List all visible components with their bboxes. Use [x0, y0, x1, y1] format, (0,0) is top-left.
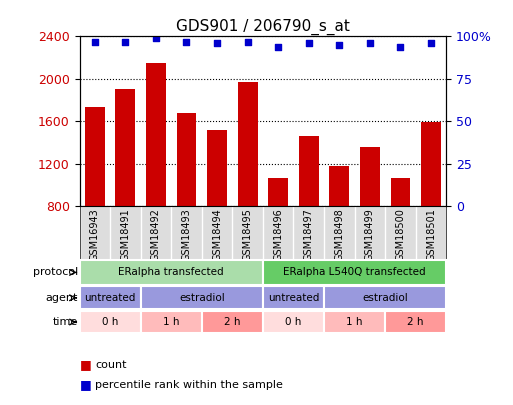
Bar — [324, 311, 385, 333]
Bar — [390, 178, 410, 206]
Bar — [141, 311, 202, 333]
Text: GSM18501: GSM18501 — [426, 209, 436, 261]
Bar — [263, 260, 446, 285]
Bar — [85, 107, 105, 206]
Text: GSM18498: GSM18498 — [334, 209, 344, 261]
Text: GSM18493: GSM18493 — [182, 209, 191, 261]
Bar — [385, 311, 446, 333]
Bar — [263, 311, 324, 333]
Text: estradiol: estradiol — [179, 293, 225, 303]
Point — [366, 40, 374, 47]
Text: GSM18500: GSM18500 — [396, 209, 405, 261]
Text: ■: ■ — [80, 358, 91, 371]
Bar — [268, 178, 288, 206]
Bar — [207, 130, 227, 206]
Text: GSM18495: GSM18495 — [243, 209, 252, 261]
Text: 1 h: 1 h — [346, 317, 363, 327]
Bar — [141, 286, 263, 309]
Bar — [176, 113, 196, 206]
Point — [244, 38, 252, 45]
Bar — [263, 286, 324, 309]
Text: GSM16943: GSM16943 — [90, 209, 100, 261]
Bar — [238, 82, 258, 206]
Bar — [80, 286, 141, 309]
Point — [213, 40, 221, 47]
Point — [152, 35, 160, 41]
Text: estradiol: estradiol — [362, 293, 408, 303]
Text: GSM18497: GSM18497 — [304, 209, 314, 261]
Text: GSM18491: GSM18491 — [121, 209, 130, 261]
Text: 0 h: 0 h — [285, 317, 302, 327]
Text: 2 h: 2 h — [407, 317, 424, 327]
Text: untreated: untreated — [268, 293, 319, 303]
Point — [305, 40, 313, 47]
Bar — [202, 311, 263, 333]
Text: ■: ■ — [80, 378, 91, 391]
Text: agent: agent — [46, 293, 78, 303]
Text: GSM18492: GSM18492 — [151, 209, 161, 261]
Text: untreated: untreated — [85, 293, 136, 303]
Point — [427, 40, 435, 47]
Text: 0 h: 0 h — [102, 317, 119, 327]
Text: ERalpha L540Q transfected: ERalpha L540Q transfected — [283, 267, 426, 277]
Text: count: count — [95, 360, 126, 369]
Point — [121, 38, 129, 45]
Point — [91, 38, 99, 45]
Text: GSM18499: GSM18499 — [365, 209, 375, 261]
Text: 1 h: 1 h — [163, 317, 180, 327]
Bar — [421, 122, 441, 206]
Bar — [146, 63, 166, 206]
Text: percentile rank within the sample: percentile rank within the sample — [95, 380, 283, 390]
Text: time: time — [53, 317, 78, 327]
Point — [183, 38, 191, 45]
Point — [397, 43, 405, 50]
Bar — [80, 311, 141, 333]
Text: GSM18494: GSM18494 — [212, 209, 222, 261]
Text: protocol: protocol — [33, 267, 78, 277]
Text: ERalpha transfected: ERalpha transfected — [119, 267, 224, 277]
Bar — [115, 90, 135, 206]
Bar — [329, 166, 349, 206]
Bar — [80, 260, 263, 285]
Point — [335, 42, 343, 48]
Bar — [299, 136, 319, 206]
Title: GDS901 / 206790_s_at: GDS901 / 206790_s_at — [176, 19, 350, 35]
Point — [274, 43, 282, 50]
Text: 2 h: 2 h — [224, 317, 241, 327]
Text: GSM18496: GSM18496 — [273, 209, 283, 261]
Bar — [324, 286, 446, 309]
Bar — [360, 147, 380, 206]
